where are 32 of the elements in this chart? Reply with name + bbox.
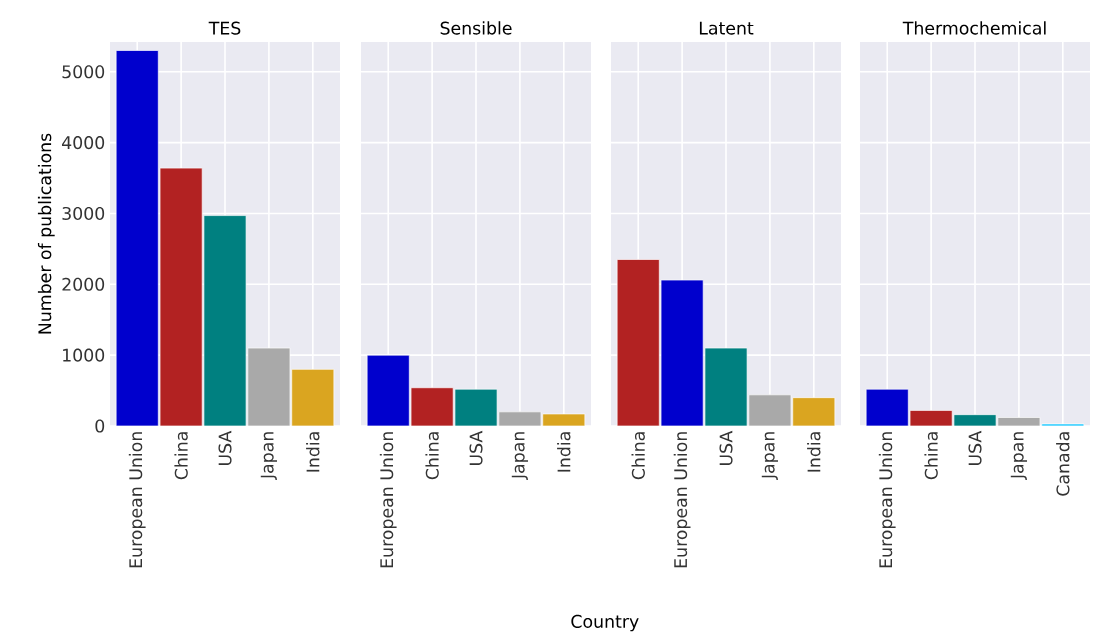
chart-title: TES bbox=[208, 21, 241, 35]
x-tick-label: European Union bbox=[673, 432, 691, 568]
y-tick-label: 0 bbox=[95, 419, 105, 433]
x-tick-label: European Union bbox=[128, 432, 146, 568]
y-axis-title: Number of publications bbox=[37, 133, 55, 334]
chart-title: Sensible bbox=[440, 21, 512, 35]
y-tick-label: 2000 bbox=[62, 277, 105, 291]
x-tick-label: India bbox=[557, 432, 571, 472]
y-tick-label: 1000 bbox=[63, 348, 105, 362]
x-tick-label: China bbox=[174, 432, 188, 480]
x-tick-label: Japan bbox=[511, 432, 529, 480]
x-tick-label: USA bbox=[968, 430, 982, 466]
x-tick-label: Japan bbox=[761, 432, 779, 480]
x-tick-label: India bbox=[807, 432, 821, 472]
x-tick-label: European Union bbox=[878, 432, 896, 568]
x-tick-label: USA bbox=[218, 430, 232, 466]
x-tick-label: India bbox=[306, 432, 320, 472]
chart-title: Latent bbox=[699, 21, 754, 35]
x-tick-label: European Union bbox=[379, 432, 397, 568]
x-tick-label: USA bbox=[469, 430, 483, 466]
x-tick-label: China bbox=[425, 432, 439, 480]
x-tick-label: China bbox=[924, 432, 938, 480]
y-tick-label: 3000 bbox=[62, 206, 105, 221]
y-tick-label: 5000 bbox=[62, 65, 105, 79]
x-axis-title: Country bbox=[571, 614, 639, 632]
x-tick-label: Canada bbox=[1056, 432, 1070, 496]
x-tick-label: USA bbox=[719, 430, 733, 466]
y-tick-label: 4000 bbox=[62, 136, 105, 150]
chart-title: Thermochemical bbox=[902, 21, 1046, 35]
x-tick-label: Japan bbox=[1010, 432, 1028, 480]
x-tick-label: Japan bbox=[260, 432, 278, 480]
x-tick-label: China bbox=[631, 432, 645, 480]
